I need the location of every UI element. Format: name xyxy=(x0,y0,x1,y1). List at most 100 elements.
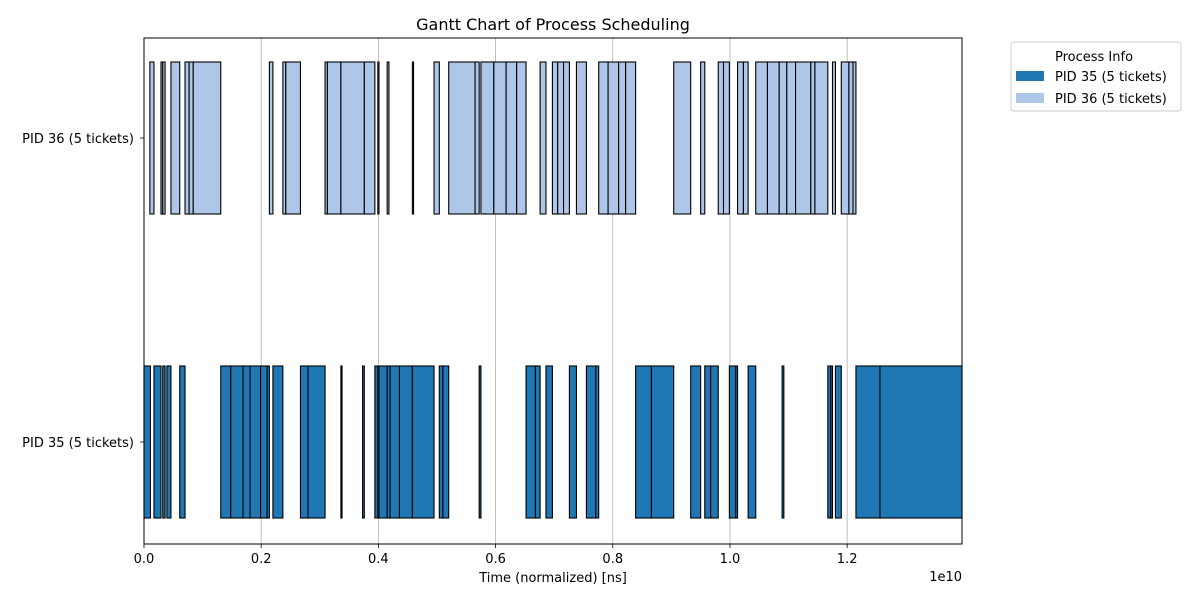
bar-pid36 xyxy=(625,61,637,215)
bar-pid36 xyxy=(848,61,854,215)
legend: Process Info PID 35 (5 tickets) PID 36 (… xyxy=(1010,41,1182,112)
x-tick-label: 0.2 xyxy=(251,552,272,567)
bar-pid35 xyxy=(525,365,536,519)
bar-pid35 xyxy=(266,365,270,519)
bar-pid35 xyxy=(166,365,172,519)
legend-label-pid36: PID 36 (5 tickets) xyxy=(1055,92,1167,107)
bar-pid35 xyxy=(162,365,166,519)
bar-pid35 xyxy=(260,365,268,519)
bar-pid35 xyxy=(299,365,309,519)
x-tick-label: 1.0 xyxy=(720,552,741,567)
bar-pid36 xyxy=(326,61,342,215)
bars-group xyxy=(143,61,963,519)
bar-pid35 xyxy=(534,365,541,519)
bar-pid35 xyxy=(340,365,343,519)
y-axis-ticks: PID 35 (5 tickets) PID 36 (5 tickets) xyxy=(22,132,144,451)
bar-pid36 xyxy=(810,61,816,215)
bar-pid36 xyxy=(700,61,706,215)
bar-pid35 xyxy=(585,365,597,519)
bar-pid35 xyxy=(710,365,719,519)
bar-pid35 xyxy=(650,365,675,519)
bar-pid35 xyxy=(230,365,244,519)
legend-swatch-pid36 xyxy=(1016,93,1044,103)
bar-pid36 xyxy=(448,61,476,215)
x-tick-label: 0.8 xyxy=(602,552,623,567)
y-tick-label: PID 36 (5 tickets) xyxy=(22,132,134,147)
bar-pid35 xyxy=(478,365,482,519)
legend-label-pid35: PID 35 (5 tickets) xyxy=(1055,70,1167,85)
bar-pid36 xyxy=(480,61,495,215)
y-tick-label: PID 35 (5 tickets) xyxy=(22,436,134,451)
bar-pid35 xyxy=(545,365,553,519)
bar-pid35 xyxy=(143,365,151,519)
bar-pid36 xyxy=(474,61,480,215)
plot-frame xyxy=(143,37,963,545)
bar-pid35 xyxy=(362,365,365,519)
bar-pid35 xyxy=(411,365,435,519)
bar-pid35 xyxy=(153,365,162,519)
bar-pid36 xyxy=(268,61,274,215)
bar-pid36 xyxy=(363,61,376,215)
bar-pid35 xyxy=(704,365,712,519)
bar-pid35 xyxy=(690,365,702,519)
bar-pid35 xyxy=(728,365,737,519)
x-tick-label: 0.0 xyxy=(134,552,155,567)
bar-pid36 xyxy=(285,61,302,215)
bar-pid36 xyxy=(557,61,565,215)
bar-pid36 xyxy=(755,61,769,215)
bar-pid35 xyxy=(378,365,388,519)
bar-pid36 xyxy=(742,61,749,215)
legend-box xyxy=(1010,41,1182,112)
bar-pid36 xyxy=(607,61,620,215)
bar-pid35 xyxy=(747,365,757,519)
bar-pid36 xyxy=(722,61,730,215)
bar-pid36 xyxy=(340,61,365,215)
x-axis-ticks: 0.0 0.2 0.4 0.6 0.8 1.0 1.2 xyxy=(134,544,857,567)
bar-pid35 xyxy=(595,365,600,519)
bar-pid36 xyxy=(188,61,194,215)
bar-pid36 xyxy=(778,61,788,215)
bar-pid36 xyxy=(192,61,222,215)
x-tick-label: 0.4 xyxy=(368,552,389,567)
legend-swatch-pid35 xyxy=(1016,71,1044,81)
bar-pid35 xyxy=(855,365,881,519)
bar-pid36 xyxy=(831,61,836,215)
legend-title: Process Info xyxy=(1055,50,1133,65)
bar-pid36 xyxy=(386,61,390,215)
bar-pid35 xyxy=(272,365,284,519)
x-axis-offset-label: 1e10 xyxy=(929,570,962,585)
bar-pid36 xyxy=(795,61,812,215)
bar-pid36 xyxy=(493,61,507,215)
bar-pid36 xyxy=(814,61,829,215)
bar-pid36 xyxy=(673,61,692,215)
bar-pid35 xyxy=(568,365,577,519)
bar-pid35 xyxy=(781,365,785,519)
bar-pid35 xyxy=(374,365,379,519)
bar-pid36 xyxy=(786,61,797,215)
bar-pid36 xyxy=(598,61,609,215)
x-tick-label: 0.6 xyxy=(485,552,506,567)
bar-pid35 xyxy=(179,365,186,519)
bar-pid35 xyxy=(307,365,326,519)
bar-pid35 xyxy=(242,365,251,519)
bar-pid36 xyxy=(618,61,627,215)
bar-pid36 xyxy=(766,61,780,215)
bar-pid36 xyxy=(162,61,166,215)
bar-pid35 xyxy=(879,365,963,519)
bar-pid36 xyxy=(539,61,547,215)
bar-pid35 xyxy=(635,365,652,519)
bar-pid35 xyxy=(442,365,450,519)
bar-pid36 xyxy=(852,61,857,215)
bar-pid35 xyxy=(735,365,739,519)
bar-pid36 xyxy=(377,61,380,215)
bar-pid36 xyxy=(433,61,440,215)
bar-pid36 xyxy=(516,61,527,215)
chart-title: Gantt Chart of Process Scheduling xyxy=(416,15,690,34)
bar-pid35 xyxy=(249,365,262,519)
bar-pid36 xyxy=(840,61,850,215)
bar-pid36 xyxy=(170,61,181,215)
bar-pid35 xyxy=(220,365,232,519)
bar-pid36 xyxy=(551,61,559,215)
bar-pid36 xyxy=(411,61,415,215)
